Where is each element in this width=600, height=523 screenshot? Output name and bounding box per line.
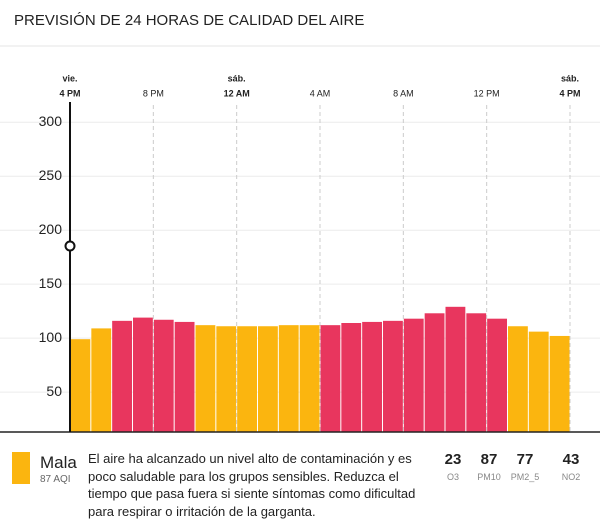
- y-tick-label: 50: [46, 383, 62, 399]
- pollutant-name: PM10: [477, 472, 501, 482]
- x-tick-label: 4 PM: [59, 88, 80, 98]
- x-tick-label: 8 PM: [143, 88, 164, 98]
- y-tick-label: 300: [39, 113, 63, 129]
- bar: [216, 326, 237, 432]
- bar: [299, 325, 320, 432]
- x-tick-label: 4 PM: [559, 88, 580, 98]
- bar: [258, 326, 278, 432]
- x-tick-label: 8 AM: [393, 88, 414, 98]
- x-tick-label: 12 AM: [224, 88, 250, 98]
- bar: [174, 321, 195, 432]
- x-tick-day: sáb.: [228, 73, 246, 83]
- bar: [133, 317, 153, 432]
- pollutant-name: PM2_5: [510, 472, 540, 482]
- bar: [403, 318, 424, 432]
- pollutant-value: 77: [516, 451, 534, 468]
- aqi: 87 AQI: [40, 474, 71, 485]
- pollutant-value: 87: [480, 451, 498, 468]
- bar: [237, 326, 257, 432]
- bar: [112, 320, 132, 432]
- bar: [341, 323, 362, 432]
- bar: [362, 321, 382, 432]
- bar: [70, 339, 91, 432]
- category: Mala: [40, 453, 77, 472]
- message: El aire ha alcanzado un nivel alto de co…: [88, 451, 416, 519]
- bar: [445, 306, 466, 432]
- bar: [383, 320, 403, 432]
- bar: [320, 325, 341, 432]
- bar: [153, 319, 174, 432]
- bar: [528, 331, 549, 432]
- x-tick-day: sáb.: [561, 73, 579, 83]
- y-tick-label: 250: [39, 167, 63, 183]
- category-swatch: [12, 452, 30, 484]
- x-tick-label: 12 PM: [474, 88, 500, 98]
- y-tick-label: 150: [39, 275, 63, 291]
- bar: [549, 335, 570, 432]
- bar: [487, 318, 507, 432]
- pollutant-value: 23: [444, 451, 462, 468]
- pollutant-value: 43: [562, 451, 580, 468]
- x-tick-day: vie.: [62, 73, 77, 83]
- pollutant-name: NO2: [561, 472, 581, 482]
- title: PREVISIÓN DE 24 HORAS DE CALIDAD DEL AIR…: [14, 12, 365, 29]
- bar: [424, 313, 445, 432]
- y-tick-label: 200: [39, 221, 63, 237]
- bar: [466, 313, 487, 432]
- bar: [91, 328, 112, 432]
- y-tick-label: 100: [39, 329, 63, 345]
- bar: [195, 325, 216, 432]
- pollutant-name: O3: [446, 472, 460, 482]
- bar: [508, 326, 528, 432]
- x-tick-label: 4 AM: [310, 88, 331, 98]
- bar: [278, 325, 299, 432]
- chart: 50 100 150 200 250 300 4 PM vie. 8 PM 12 AM sáb. 4 …: [0, 45, 600, 433]
